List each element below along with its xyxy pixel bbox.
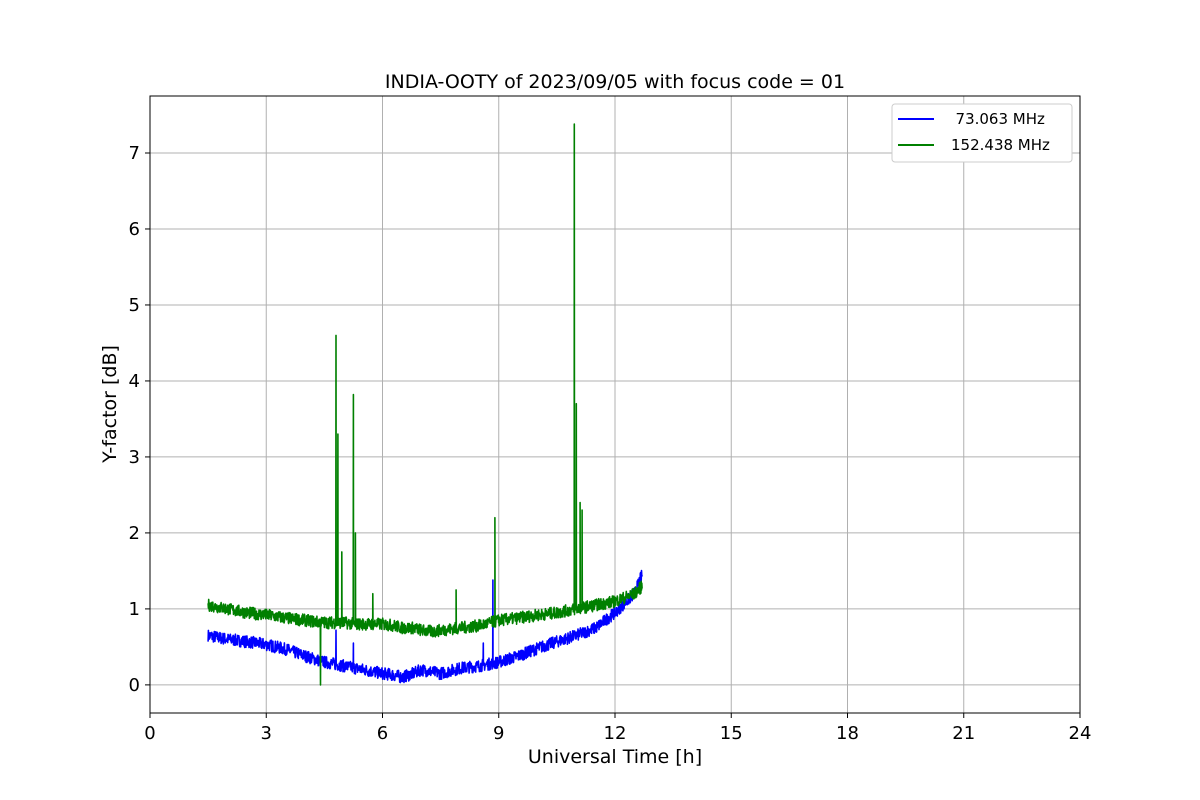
x-tick-label: 9 [493,723,504,744]
legend-box [891,103,1073,163]
y-tick-label: 4 [129,371,140,392]
x-tick-label: 12 [604,723,627,744]
x-ticks: 0 3 6 9 12 15 18 21 24 [144,713,1091,744]
x-tick-label: 6 [377,723,388,744]
series-layer [207,123,643,686]
y-tick-label: 1 [129,599,140,620]
y-tick-label: 3 [129,447,140,468]
x-tick-label: 15 [720,723,743,744]
y-ticks: 0 1 2 3 4 5 6 7 [129,143,150,696]
x-tick-label: 3 [261,723,272,744]
series-line-1 [207,123,643,686]
legend-label-73mhz: 73.063 MHz [946,110,1045,128]
y-tick-label: 2 [129,523,140,544]
x-tick-label: 0 [144,723,155,744]
y-tick-label: 0 [129,675,140,696]
chart-title: INDIA-OOTY of 2023/09/05 with focus code… [385,71,845,93]
x-axis-label: Universal Time [h] [528,746,702,768]
y-tick-label: 5 [129,295,140,316]
y-axis-label: Y-factor [dB] [99,345,121,464]
x-tick-label: 21 [952,723,975,744]
series-line-0 [207,569,643,684]
y-tick-label: 7 [129,143,140,164]
legend: 73.063 MHz 152.438 MHz [891,103,1073,163]
x-tick-label: 18 [836,723,859,744]
y-tick-label: 6 [129,219,140,240]
x-tick-label: 24 [1069,723,1092,744]
legend-label-152mhz: 152.438 MHz [951,136,1050,154]
